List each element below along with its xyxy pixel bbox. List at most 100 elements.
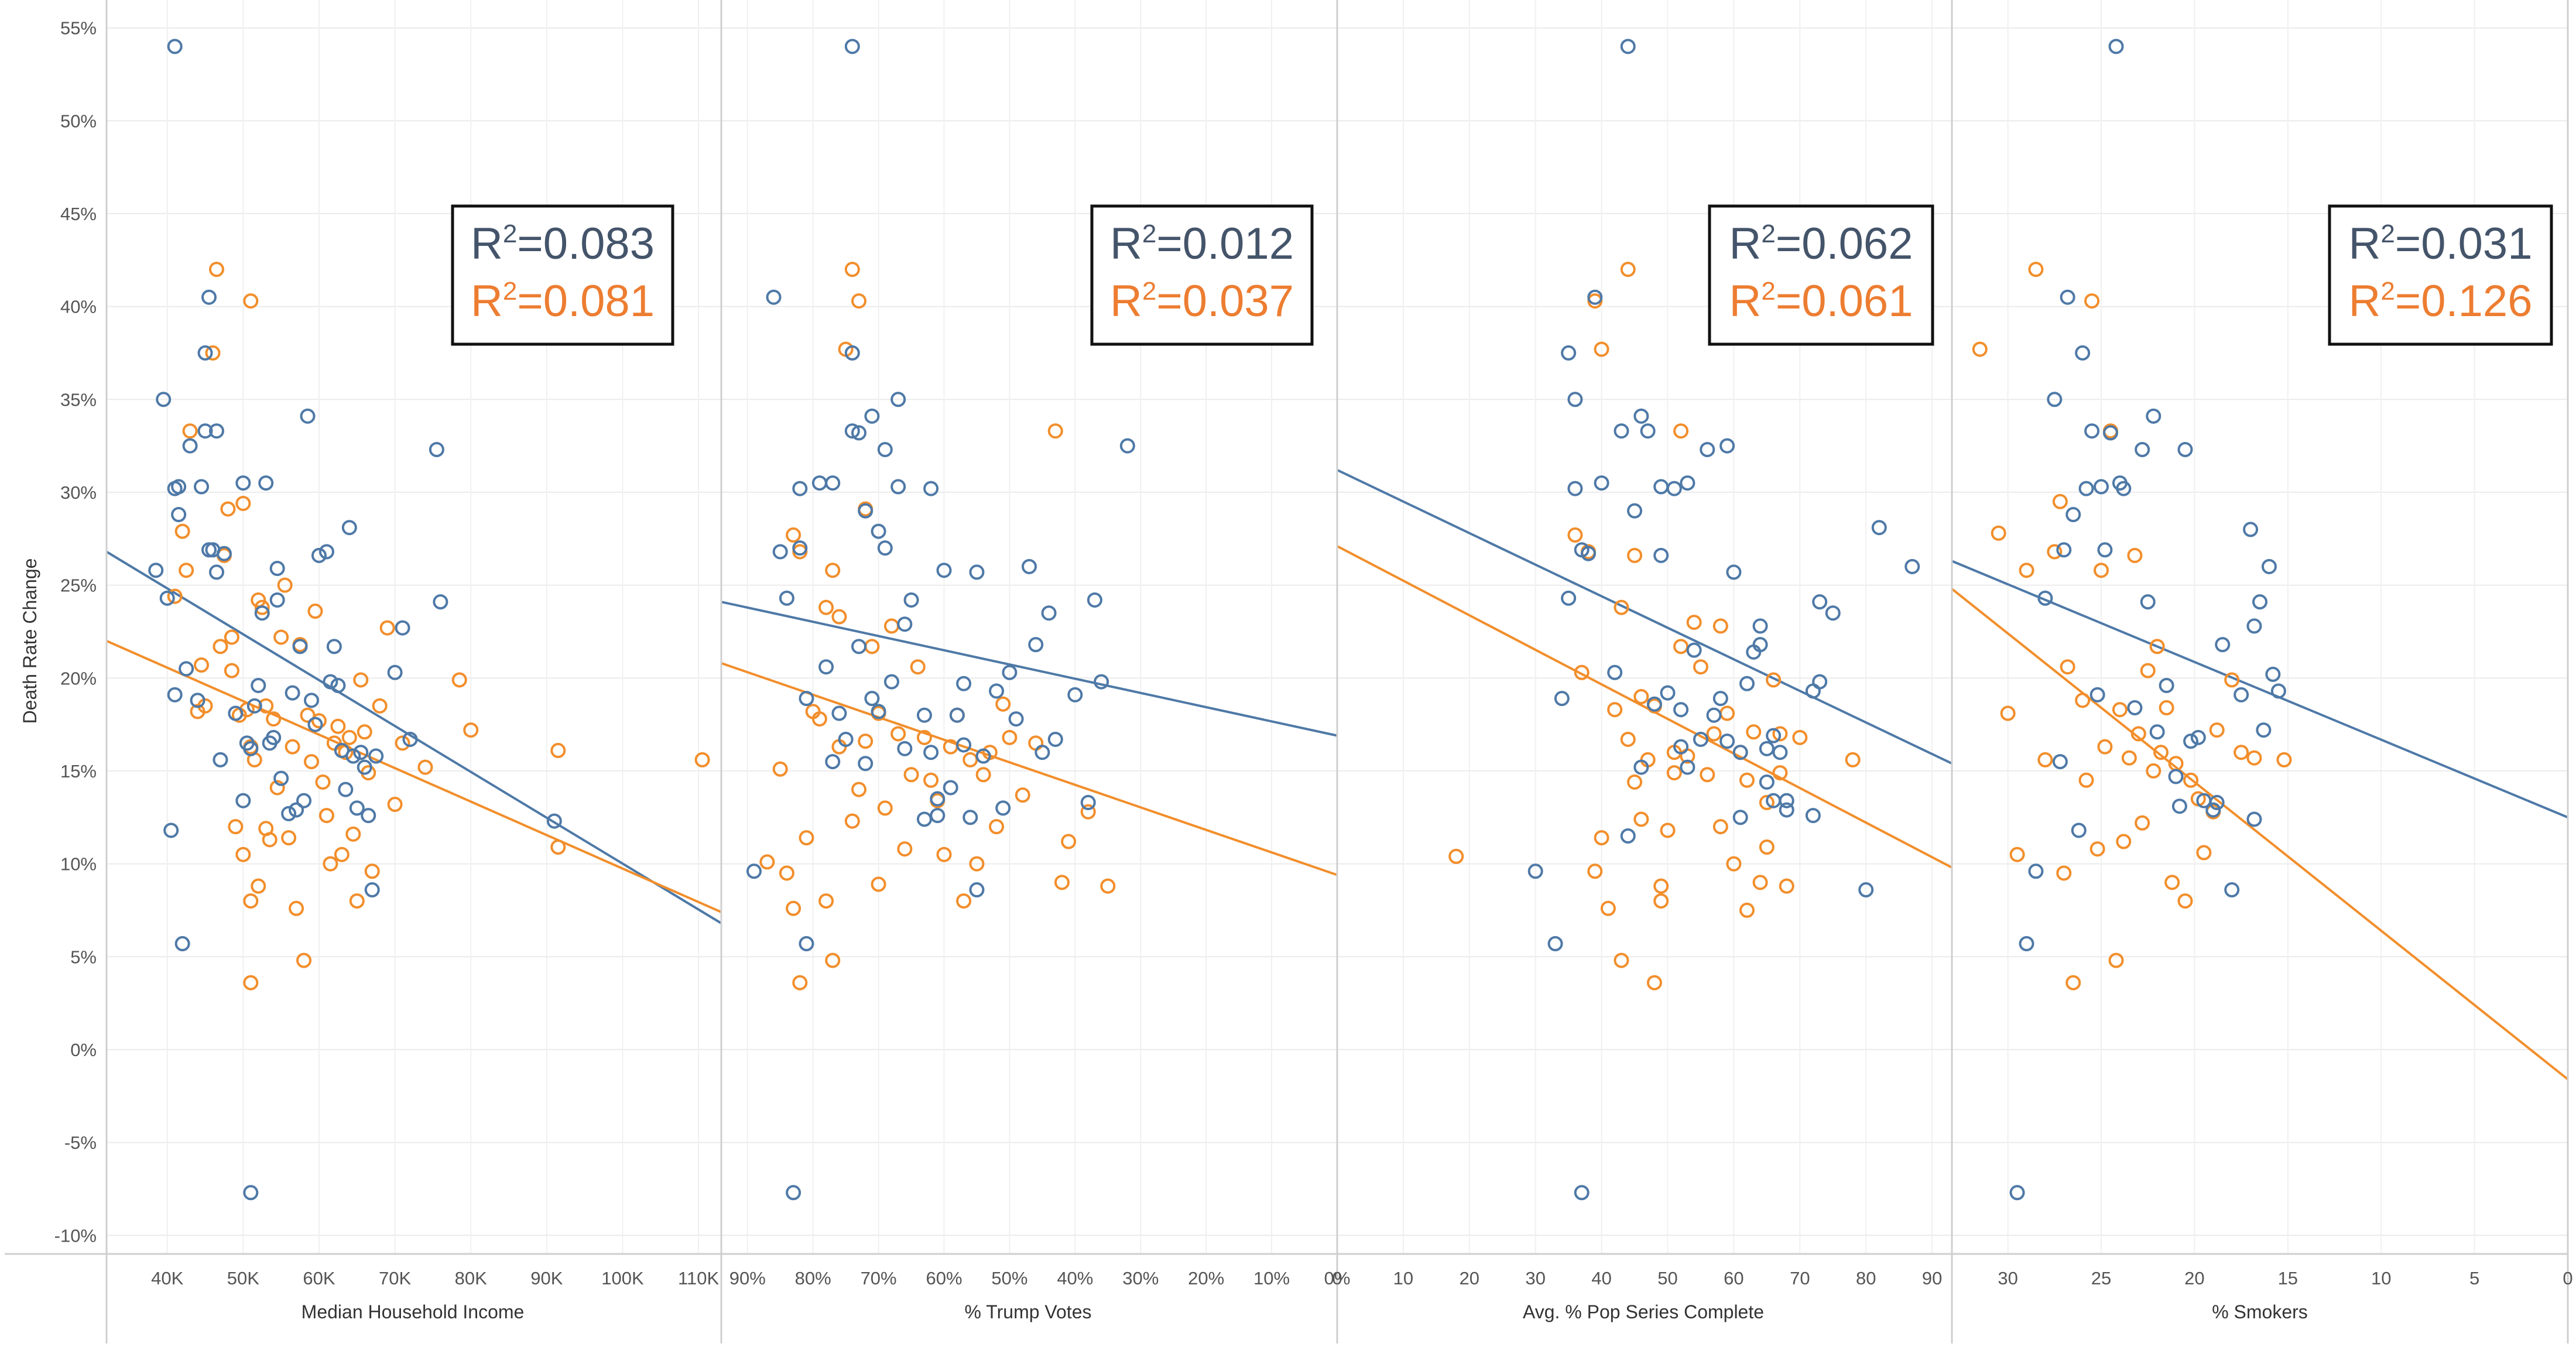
data-point-orange <box>969 856 985 872</box>
data-point-blue <box>2177 441 2193 457</box>
data-point-blue <box>772 544 788 560</box>
x-tick-label: 0% <box>1324 1268 1351 1288</box>
data-point-orange <box>1792 729 1808 745</box>
data-point-orange <box>364 863 380 879</box>
data-point-blue <box>345 748 361 764</box>
data-point-orange <box>2097 739 2113 755</box>
data-point-orange <box>2196 845 2212 861</box>
data-point-blue <box>995 800 1011 816</box>
data-point-blue <box>285 685 300 701</box>
data-point-blue <box>2246 618 2262 634</box>
y-tick-label: 0% <box>70 1040 97 1060</box>
data-point-orange <box>1015 787 1030 803</box>
data-point-orange <box>315 774 331 790</box>
data-point-orange <box>323 856 338 872</box>
data-point-blue <box>323 674 338 690</box>
x-tick-label: 50K <box>227 1268 259 1288</box>
x-tick-label: 60K <box>303 1268 335 1288</box>
data-point-orange <box>2056 865 2072 881</box>
data-point-blue <box>2183 734 2199 749</box>
data-point-blue <box>2149 724 2165 740</box>
data-point-orange <box>417 759 433 775</box>
data-point-blue <box>1594 475 1609 491</box>
x-tick-label: 90 <box>1922 1268 1942 1288</box>
x-axis-title-2: % Trump Votes <box>965 1301 1092 1322</box>
data-point-blue <box>2215 637 2231 653</box>
data-point-blue <box>2140 594 2156 610</box>
data-point-orange <box>179 563 194 578</box>
data-point-orange <box>1700 767 1715 783</box>
x-tick-label: 15 <box>2278 1268 2298 1288</box>
x-tick-label: 70K <box>379 1268 411 1288</box>
data-point-orange <box>1726 856 1742 872</box>
data-point-orange <box>1614 952 1629 968</box>
data-point-orange <box>1600 900 1616 916</box>
x-tick-label: 90% <box>729 1268 766 1288</box>
data-point-orange <box>1686 615 1702 630</box>
data-point-blue <box>2243 522 2259 537</box>
data-point-blue <box>349 800 365 816</box>
data-point-blue <box>851 639 867 654</box>
data-point-blue <box>1567 481 1583 496</box>
data-point-orange <box>224 629 239 645</box>
y-tick-label: 5% <box>70 947 97 967</box>
data-point-orange <box>304 754 319 770</box>
x-tick-label: 80K <box>455 1268 487 1288</box>
data-point-orange <box>357 724 372 740</box>
x-tick-label: 80 <box>1856 1268 1876 1288</box>
data-point-orange <box>258 698 274 714</box>
data-point-orange <box>266 711 282 727</box>
data-point-orange <box>2149 639 2165 654</box>
data-point-blue <box>1686 642 1702 658</box>
data-point-blue <box>228 705 244 721</box>
data-point-blue <box>246 698 262 714</box>
data-point-blue <box>213 752 228 767</box>
data-point-orange <box>451 672 467 688</box>
data-point-blue <box>296 793 312 808</box>
data-point-orange <box>2037 752 2053 767</box>
data-point-blue <box>1561 590 1577 606</box>
data-point-blue <box>1812 594 1828 610</box>
data-point-orange <box>2094 563 2109 578</box>
data-point-orange <box>1002 729 1018 745</box>
data-point-blue <box>2108 39 2124 54</box>
data-point-blue <box>1022 558 1037 574</box>
y-tick-label: 55% <box>60 18 97 39</box>
data-point-blue <box>326 639 342 654</box>
data-point-orange <box>818 599 834 615</box>
data-point-orange <box>818 893 834 909</box>
data-point-orange <box>903 767 919 783</box>
y-tick-label: 10% <box>60 854 97 875</box>
data-point-orange <box>844 813 860 829</box>
data-point-orange <box>235 846 251 862</box>
data-point-orange <box>975 767 991 783</box>
r2-value-blue: R2=0.062 <box>1729 219 1913 269</box>
data-point-orange <box>296 952 312 968</box>
data-point-orange <box>208 262 224 277</box>
data-point-orange <box>1845 752 1861 767</box>
y-tick-label: 30% <box>60 482 97 503</box>
data-point-blue <box>2056 542 2072 558</box>
data-point-orange <box>1766 672 1782 688</box>
data-point-orange <box>1693 659 1708 675</box>
x-tick-label: 100K <box>601 1268 644 1288</box>
data-point-blue <box>2094 479 2109 495</box>
data-point-blue <box>969 882 985 898</box>
data-point-blue <box>1759 741 1775 756</box>
data-point-blue <box>269 561 285 577</box>
data-point-orange <box>890 726 906 742</box>
data-point-orange <box>2130 726 2146 742</box>
x-tick-label: 30% <box>1122 1268 1159 1288</box>
data-point-blue <box>1673 702 1689 718</box>
data-point-orange <box>262 832 278 848</box>
data-point-blue <box>2009 1185 2025 1201</box>
data-point-blue <box>163 822 179 838</box>
r2-value-orange: R2=0.126 <box>2349 276 2533 326</box>
data-point-orange <box>1100 878 1116 894</box>
x-tick-label: 20 <box>1460 1268 1479 1288</box>
data-point-blue <box>1653 547 1669 563</box>
tick-labels: 55%50%45%40%35%30%25%20%15%10%5%0%-5%-10… <box>54 18 2573 1288</box>
data-point-blue <box>1047 731 1063 747</box>
data-point-blue <box>266 729 282 745</box>
r-squared-boxes: R2=0.083 R2=0.081 R2=0.012 R2=0.037 R2=0.062… <box>451 204 2553 346</box>
